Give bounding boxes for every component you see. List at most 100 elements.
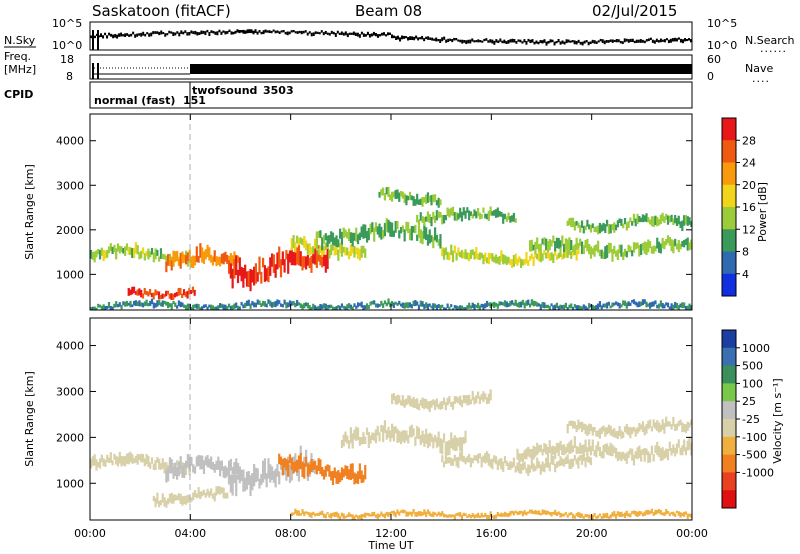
noise-sample (543, 39, 546, 43)
scatter-cell (453, 245, 456, 254)
scatter-cell (620, 244, 623, 257)
scatter-cell (598, 428, 602, 439)
scatter-cell (177, 258, 180, 266)
scatter-cell (172, 300, 175, 305)
scatter-cell (195, 493, 198, 499)
scatter-cell (342, 305, 345, 309)
scatter-cell (426, 509, 430, 515)
scatter-cell (618, 302, 621, 309)
noise-sample (274, 30, 277, 34)
scatter-cell (434, 512, 437, 516)
scatter-cell (647, 217, 650, 223)
noise-sample (601, 39, 604, 43)
scatter-cell (566, 443, 569, 453)
scatter-cell (421, 397, 424, 408)
scatter-cell (623, 248, 627, 257)
scatter-cell (392, 426, 395, 442)
scatter-cell (432, 399, 435, 406)
scatter-cell (446, 397, 449, 406)
scatter-cell (620, 452, 623, 462)
scatter-cell (396, 221, 399, 230)
noise-sample (342, 32, 345, 36)
scatter-cell (500, 512, 503, 517)
scatter-cell (258, 300, 261, 305)
scatter-cell (262, 300, 265, 306)
noise-sample (222, 30, 225, 33)
scatter-cell (134, 242, 137, 254)
scatter-cell (464, 430, 467, 443)
noise-sample (272, 29, 275, 32)
scatter-cell (382, 187, 385, 196)
scatter-cell (589, 304, 593, 308)
scatter-cell (536, 237, 539, 250)
scatter-cell (335, 511, 338, 517)
scatter-cell (494, 514, 498, 519)
scatter-cell (537, 244, 541, 252)
scatter-cell (260, 303, 263, 307)
scatter-cell (385, 302, 388, 307)
scatter-cell (523, 449, 526, 460)
scatter-cell (493, 210, 496, 216)
scatter-cell (184, 463, 188, 475)
noise-sample (320, 30, 323, 33)
x-axis-ticks: 00:00 04:00 08:00 12:00 16:00 20:00 00:00 (74, 114, 708, 540)
scatter-cell (109, 243, 112, 252)
scatter-cell (170, 303, 173, 310)
scatter-cell (353, 232, 356, 241)
scatter-cell (652, 512, 655, 516)
noise-sample (629, 38, 632, 43)
scatter-cell (322, 513, 326, 518)
noise-sample (539, 40, 542, 43)
scatter-cell (238, 257, 241, 276)
scatter-cell (417, 304, 421, 310)
scatter-cell (251, 473, 254, 491)
scatter-cell (589, 224, 593, 233)
scatter-cell (348, 251, 351, 260)
scatter-cell (455, 252, 458, 261)
scatter-cell (631, 448, 634, 461)
scatter-cell (193, 490, 197, 498)
scatter-cell (525, 467, 528, 474)
noise-sample (477, 39, 480, 43)
scatter-cell (602, 513, 605, 519)
scatter-cell (632, 426, 636, 432)
scatter-cell (210, 488, 213, 496)
scatter-cell (154, 497, 157, 508)
noise-sample (509, 39, 512, 43)
scatter-cell (668, 215, 671, 223)
scatter-cell (602, 303, 605, 308)
scatter-cell (634, 301, 637, 306)
scatter-cell (412, 508, 415, 514)
scatter-cell (124, 246, 127, 256)
scatter-cell (158, 256, 161, 262)
scatter-cell (520, 301, 523, 308)
noise-sample (405, 36, 408, 39)
scatter-cell (477, 391, 480, 399)
scatter-cell (548, 440, 551, 454)
scatter-cell (573, 436, 576, 449)
scatter-cell (321, 304, 324, 310)
scatter-cell (385, 511, 388, 516)
scatter-cell (498, 210, 501, 217)
scatter-cell (473, 304, 476, 310)
scatter-cell (410, 511, 413, 517)
scatter-cell (690, 221, 693, 227)
scatter-cell (450, 207, 453, 216)
scatter-cell (208, 247, 211, 261)
scatter-cell (636, 447, 639, 460)
scatter-cell (328, 249, 331, 259)
noise-sample (401, 35, 404, 40)
scatter-cell (657, 446, 661, 458)
scatter-cell (236, 462, 240, 480)
scatter-cell (297, 461, 301, 482)
scatter-cell (179, 456, 182, 470)
scatter-cell (204, 492, 207, 498)
scatter-cell (616, 451, 619, 462)
noise-sample (671, 38, 674, 42)
noise-sample (415, 35, 418, 39)
scatter-cell (589, 457, 593, 466)
scatter-cell (640, 511, 643, 515)
colorbar-tick-label: -500 (742, 449, 767, 462)
scatter-cell (145, 454, 148, 465)
